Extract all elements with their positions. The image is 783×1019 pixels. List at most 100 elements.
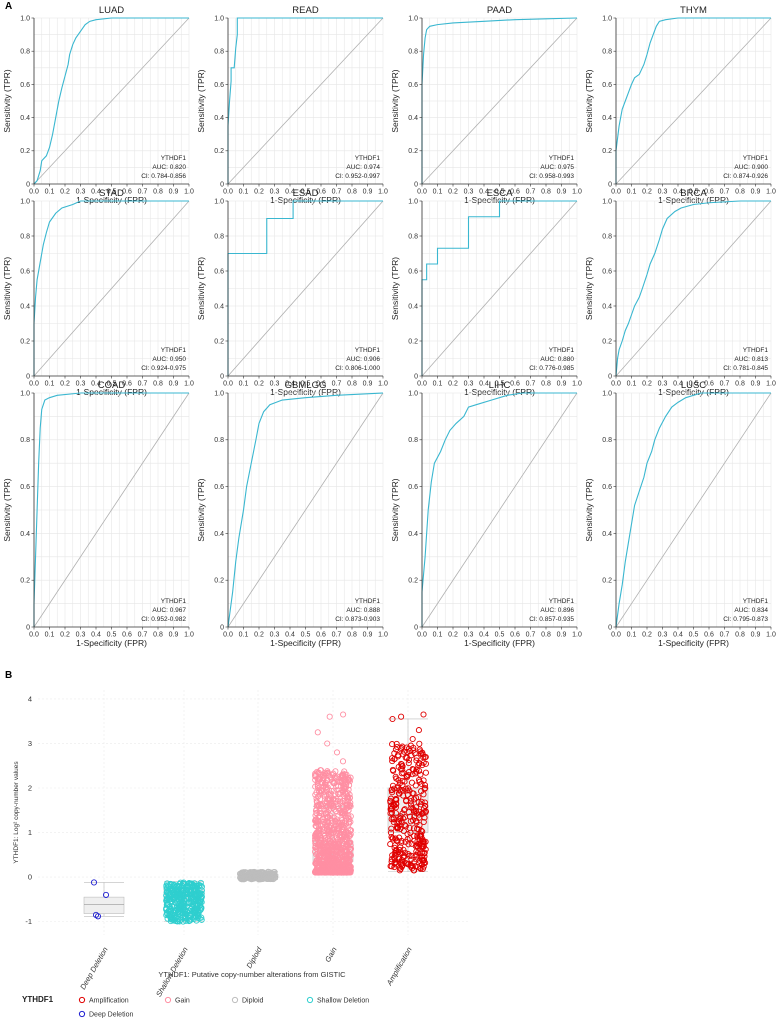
y-tick-label: 0.2 xyxy=(602,578,612,585)
y-axis-label: Sensitivity (TPR) xyxy=(196,69,206,132)
data-point xyxy=(392,835,399,842)
data-point xyxy=(392,746,399,753)
y-tick-label: 0.4 xyxy=(408,531,418,538)
points xyxy=(90,879,110,920)
data-point xyxy=(387,829,395,836)
data-point xyxy=(389,766,396,773)
x-tick-label: 0.7 xyxy=(720,381,730,388)
diagonal-line xyxy=(615,200,772,377)
y-tick-label: 0.4 xyxy=(602,303,612,310)
data-point xyxy=(94,913,102,920)
data-point xyxy=(314,869,321,876)
data-point xyxy=(393,740,400,747)
y-tick-label: 0.2 xyxy=(408,578,418,585)
x-tick-label: 1.0 xyxy=(766,189,776,196)
y-tick-label: 0.8 xyxy=(602,437,612,444)
roc-curve xyxy=(615,200,771,377)
data-point xyxy=(314,729,321,736)
data-point xyxy=(389,715,396,723)
data-point xyxy=(268,875,275,882)
x-tick-label: 0.3 xyxy=(464,189,474,196)
data-point xyxy=(338,810,346,817)
x-tick-label: 1.0 xyxy=(378,381,388,388)
x-tick-label: 1.0 xyxy=(766,381,776,388)
data-point xyxy=(321,852,328,859)
gene-label: YTHDF1 xyxy=(743,598,769,605)
y-tick-label: 0 xyxy=(220,624,224,631)
x-tick-label: 0.9 xyxy=(169,632,179,639)
y-tick-label: 1.0 xyxy=(214,198,224,205)
data-point xyxy=(422,846,429,853)
y-tick-label: 0 xyxy=(608,373,612,380)
x-axis-label: 1-Specificity (FPR) xyxy=(76,195,147,205)
data-point xyxy=(323,810,330,817)
ci-label: CI: 0.874-0.926 xyxy=(723,173,768,180)
y-tick-label: 0.2 xyxy=(214,338,224,345)
data-point xyxy=(312,817,319,824)
y-tick-label: 0 xyxy=(414,624,418,631)
x-tick-label: 0.9 xyxy=(557,632,567,639)
ci-label: CI: 0.952-0.982 xyxy=(141,616,186,623)
data-point xyxy=(174,918,181,925)
x-tick-label: 0.8 xyxy=(541,189,551,196)
y-tick-label: 0.4 xyxy=(214,115,224,122)
roc-curve xyxy=(33,392,189,627)
y-tick-label: 0.2 xyxy=(602,148,612,155)
ci-label: CI: 0.781-0.845 xyxy=(723,365,768,372)
y-axis-label: Sensitivity (TPR) xyxy=(584,478,594,541)
diagonal-line xyxy=(421,200,578,377)
x-tick-label: 0.9 xyxy=(363,189,373,196)
data-point xyxy=(422,784,429,792)
data-point xyxy=(335,778,342,785)
data-point xyxy=(403,774,411,781)
y-tick-label: 0.8 xyxy=(214,233,224,240)
y-axis-label: Sensitivity (TPR) xyxy=(584,257,594,320)
data-point xyxy=(182,910,189,917)
x-category-label: Deep Deletion xyxy=(78,946,110,992)
x-tick-label: 0.1 xyxy=(45,189,55,196)
y-tick-label: 0.6 xyxy=(602,484,612,491)
y-tick-label: 0.6 xyxy=(20,268,30,275)
gene-label: YTHDF1 xyxy=(355,598,381,605)
y-tick-label: 1.0 xyxy=(408,15,418,22)
y-axis-label: YTHDF1: Log² copy-number values xyxy=(13,761,20,864)
data-point xyxy=(397,813,404,820)
data-point xyxy=(325,858,332,865)
data-point xyxy=(397,815,404,822)
data-point xyxy=(321,773,328,780)
y-axis-label: Sensitivity (TPR) xyxy=(196,478,206,541)
y-tick-label: 0.6 xyxy=(408,82,418,89)
data-point xyxy=(391,750,398,757)
x-axis-label: 1-Specificity (FPR) xyxy=(464,387,535,397)
data-point xyxy=(388,805,396,812)
data-point xyxy=(405,850,412,858)
data-point xyxy=(418,798,425,805)
y-tick-label: 1 xyxy=(28,828,32,837)
x-tick-label: 1.0 xyxy=(184,381,194,388)
roc-curve xyxy=(33,200,189,376)
x-tick-label: 0.2 xyxy=(642,381,652,388)
data-point xyxy=(404,748,411,755)
data-point xyxy=(387,841,394,848)
x-tick-label: 0.1 xyxy=(45,632,55,639)
data-point xyxy=(422,753,429,761)
data-point xyxy=(193,891,200,898)
data-point xyxy=(332,797,339,804)
data-point xyxy=(316,826,323,833)
y-tick-label: 0.4 xyxy=(408,115,418,122)
y-axis-label: Sensitivity (TPR) xyxy=(390,478,400,541)
data-point xyxy=(324,740,331,747)
legend-label: Shallow Deletion xyxy=(317,998,369,1005)
data-point xyxy=(419,857,426,864)
data-point xyxy=(407,818,414,825)
data-point xyxy=(390,819,397,826)
gene-label: YTHDF1 xyxy=(161,155,187,162)
legend: YTHDF1 Amplification Gain Diploid Shallow De… xyxy=(22,995,369,1019)
data-point xyxy=(396,834,403,841)
data-point xyxy=(326,869,334,876)
chart-title: COAD xyxy=(98,380,126,391)
data-point xyxy=(387,795,395,802)
data-point xyxy=(411,867,418,874)
data-point xyxy=(416,857,423,864)
